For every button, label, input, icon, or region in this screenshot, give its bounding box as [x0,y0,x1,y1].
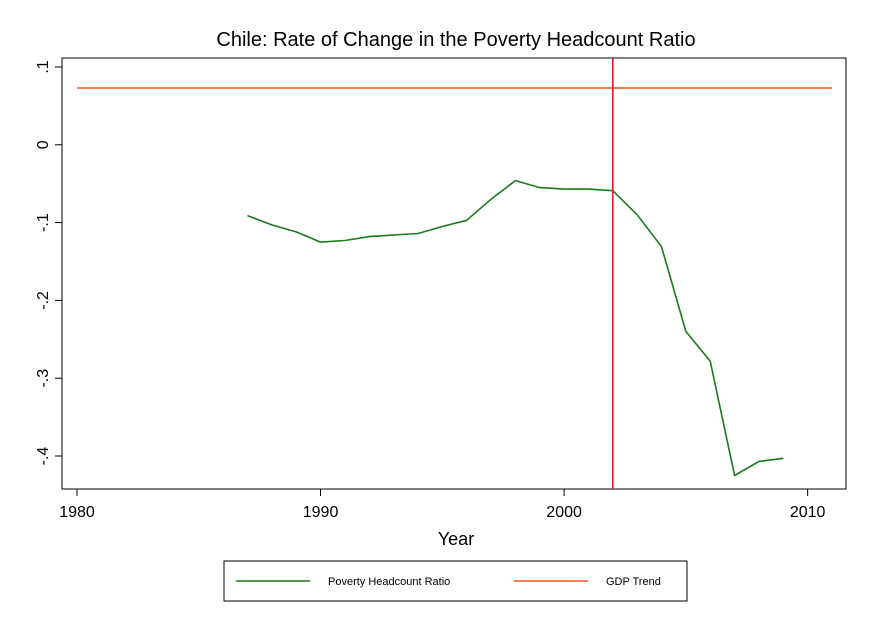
y-tick-label: 0 [35,140,52,149]
chart-title: Chile: Rate of Change in the Poverty Hea… [216,29,695,51]
y-tick-label: -.3 [35,369,52,388]
plot-area: .1 0 -.1 -.2 -.3 -.4 1980 1990 2000 2010 [35,57,847,521]
x-tick-label: 2010 [790,504,826,521]
plot-frame [61,57,847,490]
x-tick-label: 1980 [59,504,95,521]
series-line-poverty-headcount-ratio [247,179,784,477]
x-tick-label: 1990 [303,504,339,521]
y-tick-label: -.4 [35,447,52,466]
legend: Poverty Headcount Ratio GDP Trend [223,560,688,602]
y-tick-label: -.1 [35,213,52,232]
x-axis-label: Year [438,529,474,549]
legend-label: GDP Trend [606,576,661,588]
x-tick-label: 2000 [546,504,582,521]
legend-label: Poverty Headcount Ratio [328,576,450,588]
y-tick-label: .1 [35,60,52,73]
y-tick-label: -.2 [35,291,52,310]
